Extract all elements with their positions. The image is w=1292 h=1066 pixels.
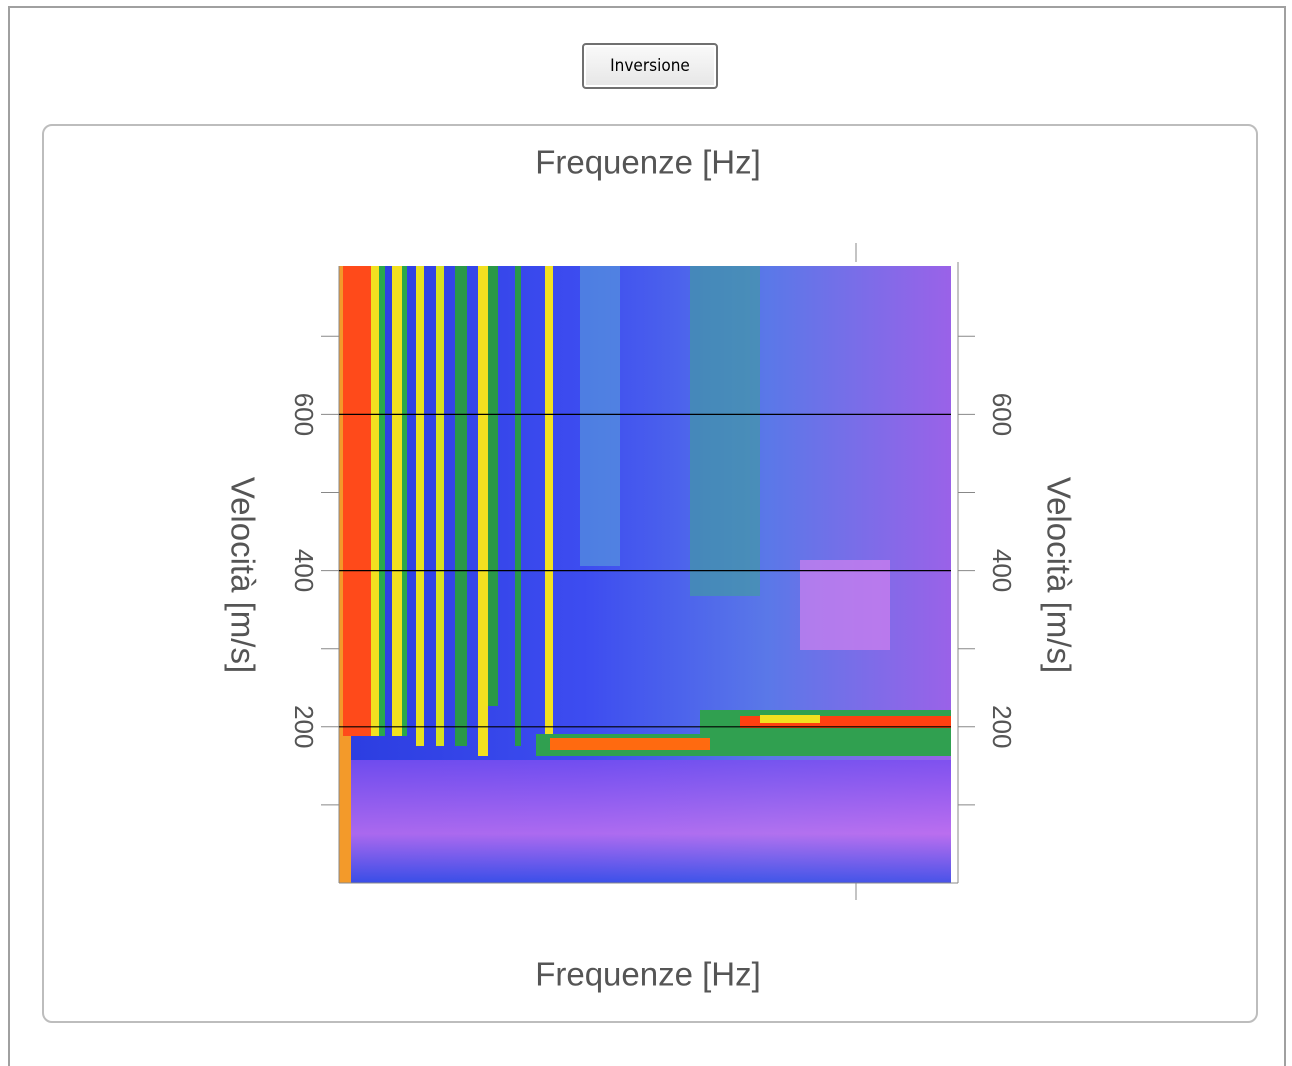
- y2-axis-label: Velocità [m/s]: [1040, 477, 1077, 673]
- y2-tick-label: 200: [987, 705, 1017, 748]
- inversione-button[interactable]: Inversione: [582, 43, 718, 89]
- y2-tick-label: 600: [987, 393, 1017, 436]
- y-tick-label: 200: [289, 705, 319, 748]
- y2-tick-label: 400: [987, 549, 1017, 592]
- y-axis-label: Velocità [m/s]: [224, 477, 261, 673]
- window-frame: [8, 6, 1286, 1066]
- y-tick-label: 400: [289, 549, 319, 592]
- x-axis-label: Frequenze [Hz]: [535, 956, 761, 993]
- chart-panel: [42, 124, 1258, 1023]
- spectrum: [339, 266, 951, 883]
- y-tick-label: 600: [289, 393, 319, 436]
- chart-title: Frequenze [Hz]: [535, 144, 761, 181]
